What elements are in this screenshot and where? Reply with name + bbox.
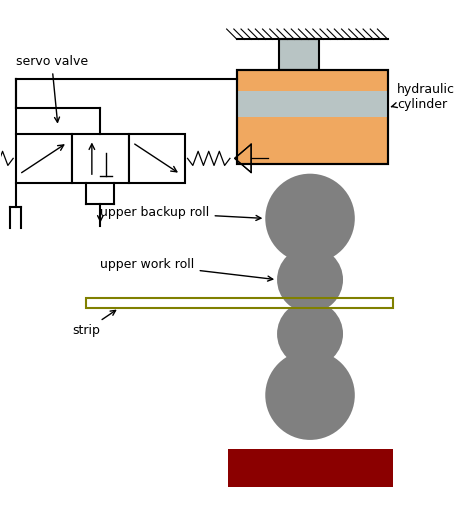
Bar: [279, 39, 319, 70]
Circle shape: [265, 174, 355, 263]
Text: upper backup roll: upper backup roll: [100, 206, 261, 220]
Bar: [237, 70, 388, 164]
Bar: [86, 298, 392, 308]
Circle shape: [265, 351, 355, 440]
Text: hydraulic
cylinder: hydraulic cylinder: [392, 83, 455, 111]
Bar: [128, 133, 185, 183]
Bar: [237, 91, 388, 117]
Bar: [237, 70, 388, 164]
Text: upper work roll: upper work roll: [100, 258, 273, 281]
Bar: [228, 449, 392, 487]
Text: strip: strip: [72, 310, 116, 337]
Text: servo valve: servo valve: [16, 55, 88, 122]
Circle shape: [277, 247, 343, 313]
Bar: [16, 133, 72, 183]
Circle shape: [277, 301, 343, 367]
Bar: [72, 133, 128, 183]
